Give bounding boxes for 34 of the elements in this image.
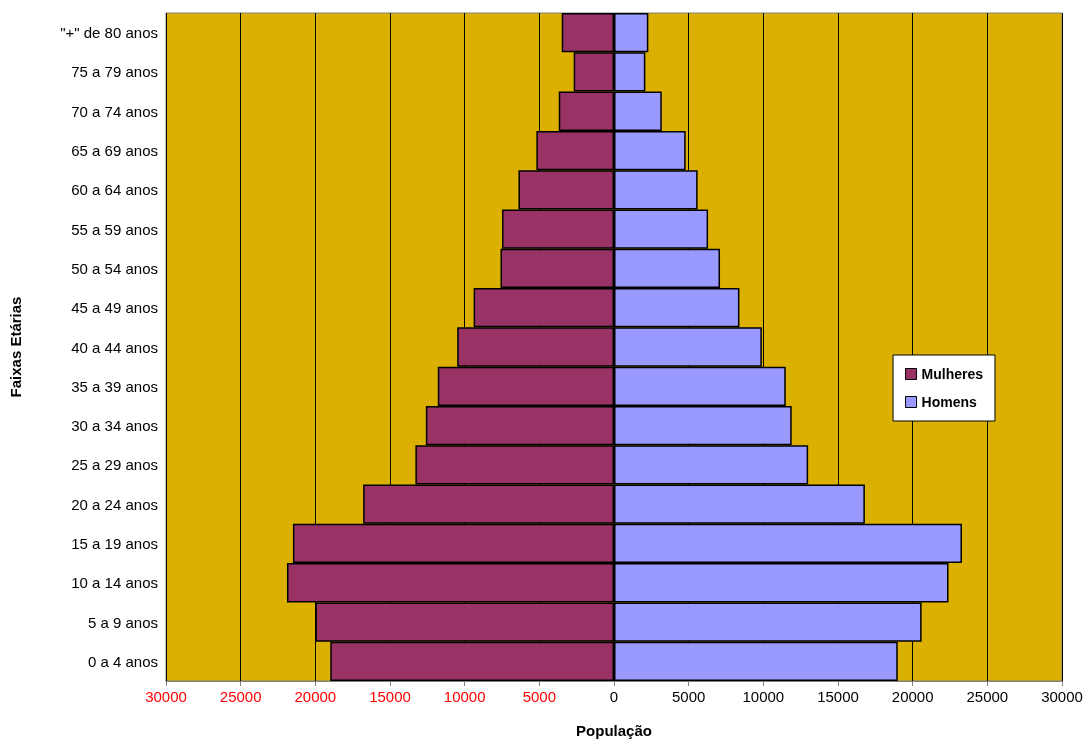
y-tick-label: 30 a 34 anos [71,417,158,435]
x-tick-label: 10000 [742,688,785,705]
x-tick-label: 20000 [891,688,934,705]
x-tick-label: 10000 [443,688,486,705]
x-tick-label: 30000 [1041,688,1083,705]
x-tick-label: 15000 [369,688,411,705]
x-axis-title: População [576,722,652,739]
x-tick-label: 5000 [522,688,557,705]
y-tick-label: 10 a 14 anos [71,574,158,592]
y-tick-label: 15 a 19 anos [71,534,158,552]
y-tick-label: 25 a 29 anos [71,456,158,474]
y-tick-label: 60 a 64 anos [71,181,158,199]
y-tick-label: 35 a 39 anos [71,377,158,395]
y-axis-title: Faixas Etárias [7,296,24,398]
y-tick-label: 70 a 74 anos [71,102,158,120]
y-tick-label: 75 a 79 anos [71,63,158,81]
y-tick-label: 50 a 54 anos [71,259,158,277]
x-tick-label: 30000 [145,688,187,705]
y-tick-label: 5 a 9 anos [87,613,158,631]
x-tick-label: 15000 [817,688,859,705]
x-tick-label: 25000 [966,688,1009,705]
x-tick-label: 0 [609,688,619,705]
legend-label: Homens [921,394,977,410]
y-tick-label: 55 a 59 anos [71,220,158,238]
x-tick-label: 25000 [219,688,262,705]
y-tick-label: "+" de 80 anos [60,24,158,42]
y-tick-label: 65 a 69 anos [71,142,158,160]
y-tick-label: 45 a 49 anos [71,299,158,317]
y-tick-label: 0 a 4 anos [87,652,158,670]
y-tick-label: 40 a 44 anos [71,338,158,356]
x-tick-label: 20000 [294,688,337,705]
y-tick-label: 20 a 24 anos [71,495,158,513]
legend-label: Mulheres [921,366,984,382]
x-tick-label: 5000 [671,688,706,705]
